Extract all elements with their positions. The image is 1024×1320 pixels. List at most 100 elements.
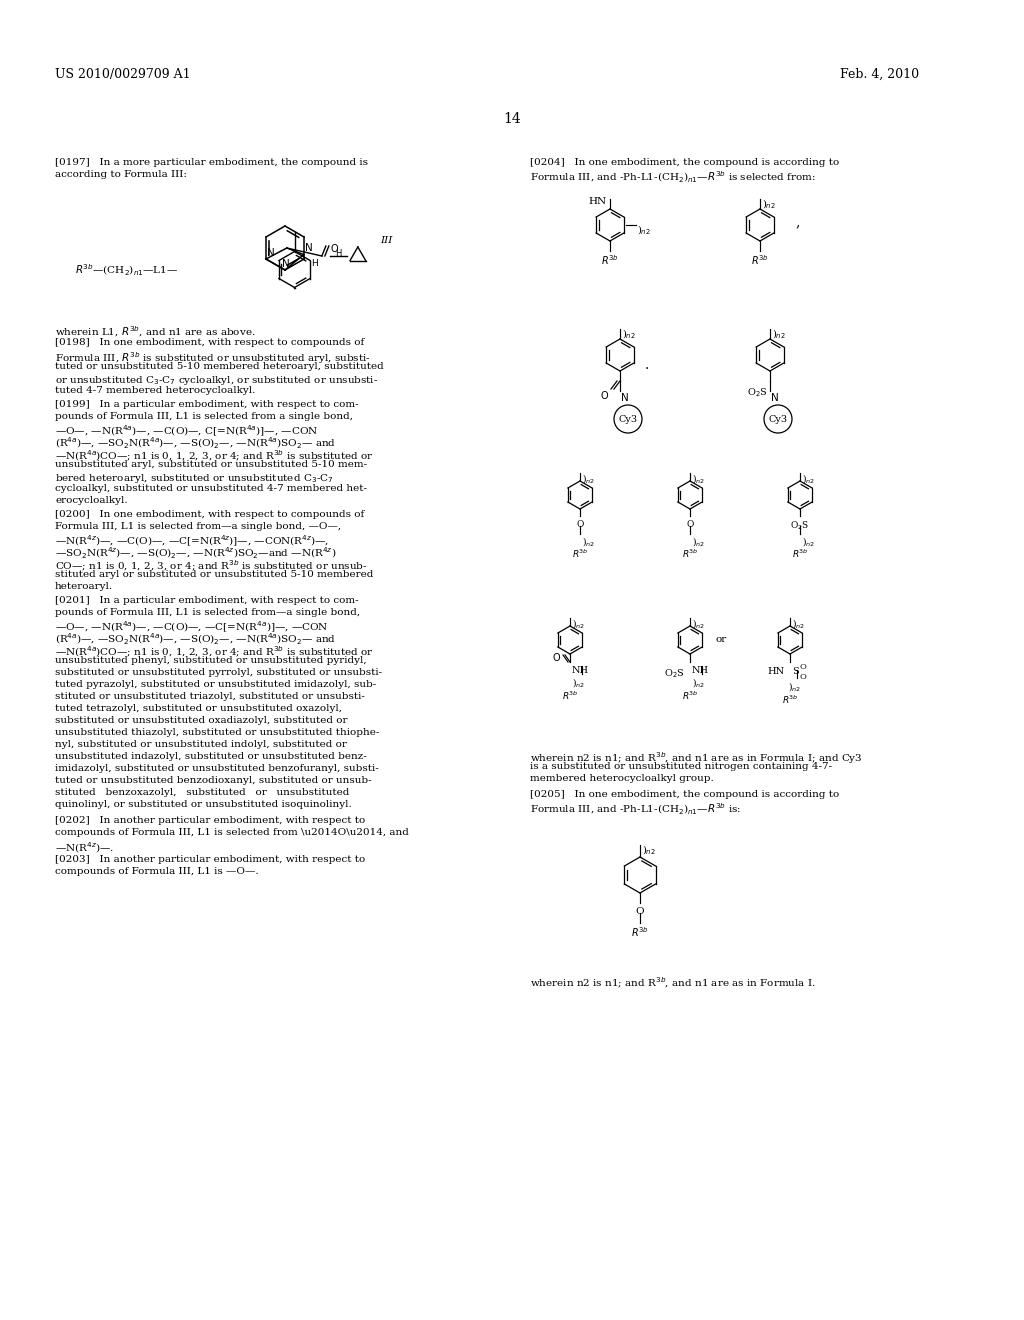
- Text: or: or: [715, 635, 726, 644]
- Text: —N(R$^{4a}$)CO—; n1 is 0, 1, 2, 3, or 4; and R$^{3b}$ is substituted or: —N(R$^{4a}$)CO—; n1 is 0, 1, 2, 3, or 4;…: [55, 644, 374, 659]
- Text: $R^{3b}$: $R^{3b}$: [682, 548, 698, 561]
- Text: )$_{n2}$: )$_{n2}$: [582, 473, 595, 484]
- Text: )$_{n2}$: )$_{n2}$: [692, 676, 705, 689]
- Text: Cy3: Cy3: [768, 414, 787, 424]
- Text: erocycloalkyl.: erocycloalkyl.: [55, 496, 128, 506]
- Text: N: N: [283, 259, 290, 269]
- Text: S: S: [792, 667, 799, 676]
- Text: HN: HN: [589, 197, 607, 206]
- Text: .: .: [645, 358, 649, 372]
- Text: unsubstituted phenyl, substituted or unsubstituted pyridyl,: unsubstituted phenyl, substituted or uns…: [55, 656, 367, 665]
- Text: )$_{n2}$: )$_{n2}$: [692, 616, 705, 630]
- Text: compounds of Formula III, L1 is selected from \u2014O\u2014, and: compounds of Formula III, L1 is selected…: [55, 828, 409, 837]
- Text: CO—; n1 is 0, 1, 2, 3, or 4; and R$^{3b}$ is substituted or unsub-: CO—; n1 is 0, 1, 2, 3, or 4; and R$^{3b}…: [55, 558, 368, 573]
- Text: ,: ,: [795, 215, 800, 228]
- Text: compounds of Formula III, L1 is —O—.: compounds of Formula III, L1 is —O—.: [55, 867, 259, 876]
- Text: )$_{n2}$: )$_{n2}$: [762, 197, 776, 211]
- Text: Formula III, and -Ph-L1-(CH$_2$)$_{n1}$—$R^{3b}$ is:: Formula III, and -Ph-L1-(CH$_2$)$_{n1}$—…: [530, 803, 741, 817]
- Text: H: H: [335, 249, 341, 257]
- Text: O: O: [577, 520, 584, 529]
- Text: $R^{3b}$: $R^{3b}$: [601, 253, 618, 267]
- Text: —N(R$^{4a}$)CO—; n1 is 0, 1, 2, 3, or 4; and R$^{3b}$ is substituted or: —N(R$^{4a}$)CO—; n1 is 0, 1, 2, 3, or 4;…: [55, 447, 374, 463]
- Text: )$_{n2}$: )$_{n2}$: [572, 676, 585, 689]
- Text: wherein n2 is n1; and R$^{3b}$, and n1 are as in Formula I; and Cy3: wherein n2 is n1; and R$^{3b}$, and n1 a…: [530, 750, 862, 766]
- Text: )$_{n2}$: )$_{n2}$: [622, 327, 636, 341]
- Text: stituted or unsubstituted triazolyl, substituted or unsubsti-: stituted or unsubstituted triazolyl, sub…: [55, 692, 365, 701]
- Text: $R^{3b}$: $R^{3b}$: [682, 690, 698, 702]
- Text: —O—, —N(R$^{4a}$)—, —C(O)—, —C[=N(R$^{4a}$)]—, —CON: —O—, —N(R$^{4a}$)—, —C(O)—, —C[=N(R$^{4a…: [55, 620, 329, 635]
- Text: )$_{n2}$: )$_{n2}$: [788, 680, 801, 693]
- Text: tuted or unsubstituted benzodioxanyl, substituted or unsub-: tuted or unsubstituted benzodioxanyl, su…: [55, 776, 372, 785]
- Text: )$_{n2}$: )$_{n2}$: [642, 843, 655, 857]
- Text: Formula III, L1 is selected from—a single bond, —O—,: Formula III, L1 is selected from—a singl…: [55, 521, 341, 531]
- Text: tuted tetrazolyl, substituted or unsubstituted oxazolyl,: tuted tetrazolyl, substituted or unsubst…: [55, 704, 342, 713]
- Text: unsubstituted aryl, substituted or unsubstituted 5-10 mem-: unsubstituted aryl, substituted or unsub…: [55, 459, 368, 469]
- Text: (R$^{4a}$)—, —SO$_2$N(R$^{4a}$)—, —S(O)$_2$—, —N(R$^{4a}$)SO$_2$— and: (R$^{4a}$)—, —SO$_2$N(R$^{4a}$)—, —S(O)$…: [55, 436, 336, 451]
- Text: pounds of Formula III, L1 is selected from a single bond,: pounds of Formula III, L1 is selected fr…: [55, 412, 353, 421]
- Text: imidazolyl, substituted or unsubstituted benzofuranyl, substi-: imidazolyl, substituted or unsubstituted…: [55, 764, 379, 774]
- Text: N: N: [305, 243, 312, 252]
- Text: O: O: [800, 663, 807, 671]
- Text: substituted or unsubstituted pyrrolyl, substituted or unsubsti-: substituted or unsubstituted pyrrolyl, s…: [55, 668, 382, 677]
- Text: or unsubstituted C$_3$-C$_7$ cycloalkyl, or substituted or unsubsti-: or unsubstituted C$_3$-C$_7$ cycloalkyl,…: [55, 374, 378, 387]
- Text: stituted aryl or substituted or unsubstituted 5-10 membered: stituted aryl or substituted or unsubsti…: [55, 570, 374, 579]
- Text: )$_{n2}$: )$_{n2}$: [582, 535, 595, 548]
- Text: [0200]   In one embodiment, with respect to compounds of: [0200] In one embodiment, with respect t…: [55, 510, 365, 519]
- Text: —N(R$^{4z}$)—.: —N(R$^{4z}$)—.: [55, 840, 114, 855]
- Text: Cy3: Cy3: [618, 414, 638, 424]
- Text: $R^{3b}$: $R^{3b}$: [751, 253, 769, 267]
- Text: $R^{3b}$: $R^{3b}$: [571, 548, 589, 561]
- Text: O: O: [600, 391, 608, 401]
- Text: O: O: [552, 653, 560, 663]
- Text: unsubstituted indazolyl, substituted or unsubstituted benz-: unsubstituted indazolyl, substituted or …: [55, 752, 367, 762]
- Text: stituted   benzoxazolyl,   substituted   or   unsubstituted: stituted benzoxazolyl, substituted or un…: [55, 788, 349, 797]
- Text: —SO$_2$N(R$^{4z}$)—, —S(O)$_2$—, —N(R$^{4z}$)SO$_2$—and —N(R$^{4z}$): —SO$_2$N(R$^{4z}$)—, —S(O)$_2$—, —N(R$^{…: [55, 546, 337, 561]
- Text: Formula III, $R^{3b}$ is substituted or unsubstituted aryl, substi-: Formula III, $R^{3b}$ is substituted or …: [55, 350, 371, 366]
- Text: HN: HN: [768, 667, 785, 676]
- Text: )$_{n2}$: )$_{n2}$: [692, 473, 705, 484]
- Text: O$_2$S: O$_2$S: [748, 385, 768, 399]
- Text: wherein L1, $R^{3b}$, and n1 are as above.: wherein L1, $R^{3b}$, and n1 are as abov…: [55, 325, 255, 339]
- Text: wherein n2 is n1; and R$^{3b}$, and n1 are as in Formula I.: wherein n2 is n1; and R$^{3b}$, and n1 a…: [530, 975, 816, 990]
- Text: [0197]   In a more particular embodiment, the compound is: [0197] In a more particular embodiment, …: [55, 158, 368, 168]
- Text: unsubstituted thiazolyl, substituted or unsubstituted thiophe-: unsubstituted thiazolyl, substituted or …: [55, 729, 379, 737]
- Text: heteroaryl.: heteroaryl.: [55, 582, 113, 591]
- Text: according to Formula III:: according to Formula III:: [55, 170, 186, 180]
- Text: nyl, substituted or unsubstituted indolyl, substituted or: nyl, substituted or unsubstituted indoly…: [55, 741, 347, 748]
- Text: (R$^{4a}$)—, —SO$_2$N(R$^{4a}$)—, —S(O)$_2$—, —N(R$^{4a}$)SO$_2$— and: (R$^{4a}$)—, —SO$_2$N(R$^{4a}$)—, —S(O)$…: [55, 632, 336, 647]
- Text: [0198]   In one embodiment, with respect to compounds of: [0198] In one embodiment, with respect t…: [55, 338, 365, 347]
- Text: substituted or unsubstituted oxadiazolyl, substituted or: substituted or unsubstituted oxadiazolyl…: [55, 715, 347, 725]
- Text: [0201]   In a particular embodiment, with respect to com-: [0201] In a particular embodiment, with …: [55, 597, 358, 605]
- Text: [0205]   In one embodiment, the compound is according to: [0205] In one embodiment, the compound i…: [530, 789, 840, 799]
- Text: O$_2$S: O$_2$S: [665, 667, 685, 680]
- Text: is a substituted or unsubstituted nitrogen containing 4-7-: is a substituted or unsubstituted nitrog…: [530, 762, 833, 771]
- Text: )$_{n2}$: )$_{n2}$: [772, 327, 785, 341]
- Text: O: O: [800, 673, 807, 681]
- Text: cycloalkyl, substituted or unsubstituted 4-7 membered het-: cycloalkyl, substituted or unsubstituted…: [55, 484, 367, 492]
- Text: $R^{3b}$—(CH$_2$)$_{n1}$—L1—: $R^{3b}$—(CH$_2$)$_{n1}$—L1—: [75, 263, 178, 279]
- Text: [0199]   In a particular embodiment, with respect to com-: [0199] In a particular embodiment, with …: [55, 400, 358, 409]
- Text: pounds of Formula III, L1 is selected from—a single bond,: pounds of Formula III, L1 is selected fr…: [55, 609, 360, 616]
- Text: Formula III, and -Ph-L1-(CH$_2$)$_{n1}$—$R^{3b}$ is selected from:: Formula III, and -Ph-L1-(CH$_2$)$_{n1}$—…: [530, 170, 816, 185]
- Text: )$_{n2}$: )$_{n2}$: [637, 223, 651, 236]
- Text: [0203]   In another particular embodiment, with respect to: [0203] In another particular embodiment,…: [55, 855, 366, 865]
- Text: US 2010/0029709 A1: US 2010/0029709 A1: [55, 69, 190, 81]
- Text: O: O: [686, 520, 693, 529]
- Text: )$_{n2}$: )$_{n2}$: [802, 473, 815, 484]
- Text: N: N: [771, 393, 778, 403]
- Text: )$_{n2}$: )$_{n2}$: [572, 616, 585, 630]
- Text: O: O: [636, 907, 644, 916]
- Text: )$_{n2}$: )$_{n2}$: [802, 535, 815, 548]
- Text: N: N: [267, 248, 274, 257]
- Text: —N(R$^{4z}$)—, —C(O)—, —C[=N(R$^{4z}$)]—, —CON(R$^{4z}$)—,: —N(R$^{4z}$)—, —C(O)—, —C[=N(R$^{4z}$)]—…: [55, 535, 330, 549]
- Text: )$_{n2}$: )$_{n2}$: [792, 616, 805, 630]
- Text: NH: NH: [572, 667, 589, 675]
- Text: [0202]   In another particular embodiment, with respect to: [0202] In another particular embodiment,…: [55, 816, 366, 825]
- Text: [0204]   In one embodiment, the compound is according to: [0204] In one embodiment, the compound i…: [530, 158, 840, 168]
- Text: bered heteroaryl, substituted or unsubstituted C$_3$-C$_7$: bered heteroaryl, substituted or unsubst…: [55, 473, 334, 484]
- Text: O: O: [331, 244, 339, 253]
- Text: III: III: [380, 236, 392, 246]
- Text: H: H: [310, 259, 317, 268]
- Text: —O—, —N(R$^{4a}$)—, —C(O)—, C[=N(R$^{4a}$)]—, —CON: —O—, —N(R$^{4a}$)—, —C(O)—, C[=N(R$^{4a}…: [55, 424, 318, 440]
- Text: 14: 14: [503, 112, 521, 125]
